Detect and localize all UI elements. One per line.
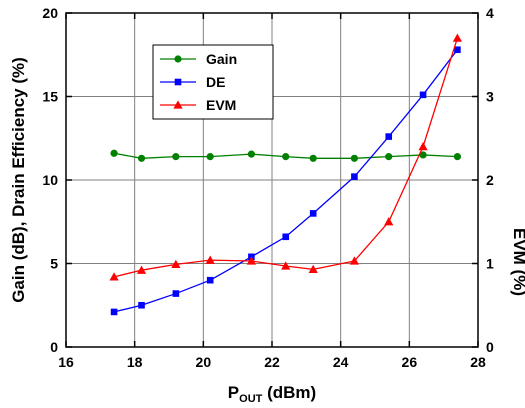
series-gain (110, 149, 461, 162)
series-evm-point (349, 256, 359, 265)
series-de-point (419, 91, 427, 99)
series-de-point (282, 233, 290, 241)
series-evm-point (246, 256, 256, 265)
series-evm-point (171, 259, 181, 269)
series-de-point (138, 301, 145, 309)
series-evm (109, 33, 462, 281)
legend-label-de: DE (206, 74, 225, 90)
series-evm-point (109, 272, 119, 281)
series-gain-point (419, 151, 427, 159)
x-tick-label: 26 (402, 354, 418, 370)
x-tick-label: 20 (196, 354, 212, 370)
series-gain-point (282, 153, 290, 161)
series-gain-point (172, 153, 180, 161)
series-evm-point (205, 255, 215, 264)
series-evm-point (418, 142, 428, 151)
series-gain-point (309, 154, 317, 162)
x-tick-label: 18 (127, 354, 143, 370)
x-tick-label: 16 (58, 354, 74, 370)
legend-marker-de (174, 78, 182, 86)
series-de-point (454, 46, 461, 54)
series-gain-point (206, 153, 214, 161)
legend-marker-evm (173, 100, 183, 109)
series-de-point (351, 173, 358, 180)
series-evm-point (136, 265, 147, 274)
series-evm-point (452, 33, 462, 42)
x-tick-label: 24 (333, 354, 349, 370)
series-de-point (385, 133, 393, 140)
series-de-point (309, 210, 317, 217)
y-right-tick-label: 3 (486, 89, 494, 105)
series-evm-point (384, 217, 394, 226)
series-gain-point (385, 153, 393, 161)
y-left-tick-label: 10 (42, 172, 58, 188)
series-gain-point (110, 149, 118, 157)
y-right-axis-title: EVM (%) (510, 228, 525, 296)
legend: Gain DE EVM (152, 44, 274, 120)
series-de-point (172, 290, 180, 297)
series-de-point (206, 276, 214, 284)
y-right-tick-label: 1 (486, 256, 494, 272)
series-gain-point (453, 153, 461, 161)
x-tick-label: 28 (470, 354, 486, 370)
series-gain-point (137, 154, 146, 162)
legend-marker-gain (174, 55, 182, 63)
series-gain-point (350, 154, 358, 162)
y-right-tick-label: 4 (486, 5, 494, 21)
y-left-tick-label: 15 (42, 89, 58, 105)
y-right-tick-label: 2 (486, 172, 494, 188)
y-right-tick-label: 0 (486, 339, 494, 355)
legend-label-evm: EVM (206, 97, 236, 113)
y-left-tick-label: 20 (42, 5, 58, 21)
legend-label-gain: Gain (206, 51, 237, 67)
series-de-point (110, 308, 118, 316)
y-left-axis-title: Gain (dB), Drain Efficiency (%) (9, 57, 28, 303)
x-axis-title-main: P (228, 383, 239, 402)
x-axis-title-subscript: OUT (239, 393, 263, 405)
series-evm-point (308, 264, 318, 274)
series-gain-point (247, 150, 255, 158)
x-tick-label: 22 (264, 354, 280, 370)
x-axis-title: POUT (dBm) (228, 383, 316, 405)
series-evm-point (281, 261, 291, 270)
y-left-tick-label: 5 (50, 256, 58, 272)
y-left-tick-label: 0 (50, 339, 58, 355)
series-layer (109, 33, 462, 316)
x-axis-title-unit: (dBm) (262, 383, 316, 402)
